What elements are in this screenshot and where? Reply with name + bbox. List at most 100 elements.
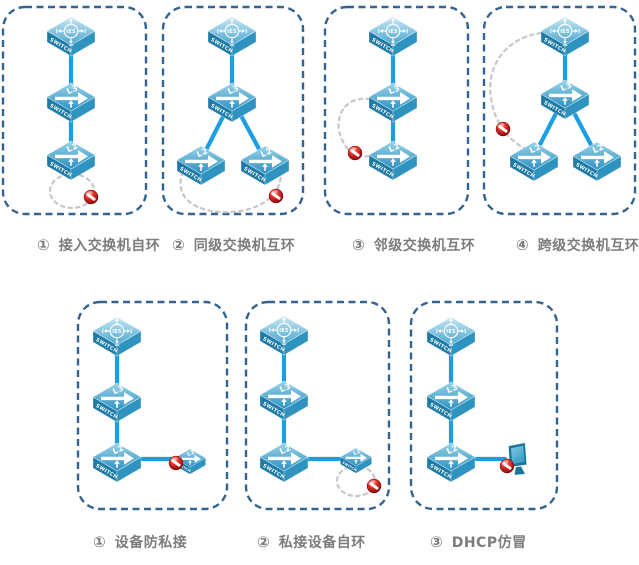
panel-dashed-frame xyxy=(161,5,305,216)
prohibited-loop-icon xyxy=(347,145,363,161)
ies-port-arrow-icon xyxy=(239,28,247,34)
uplink-arrow-icon xyxy=(281,398,287,406)
layer-label: L2 xyxy=(278,443,292,456)
panel-dashed-frame xyxy=(1,5,148,216)
forward-arrow-icon xyxy=(377,92,410,105)
forward-arrow-icon xyxy=(101,452,134,465)
uplink-arrow-icon xyxy=(68,158,74,166)
uplink-arrow-icon xyxy=(448,460,454,468)
ies-port-arrow-icon xyxy=(562,16,568,24)
layer-label: L2 xyxy=(195,146,209,159)
uplink-arrow-icon xyxy=(262,163,268,171)
ies-port-arrow-icon xyxy=(78,28,86,34)
uplink-arrow-icon xyxy=(68,100,74,108)
uplink-arrow-icon xyxy=(114,460,120,468)
forward-arrow-icon xyxy=(55,92,88,105)
panel-dashed-frame xyxy=(323,5,470,216)
ies-port-arrow-icon xyxy=(458,328,466,334)
caption-number: ① xyxy=(93,533,106,551)
caption-number: ③ xyxy=(430,533,443,551)
ies-circle xyxy=(109,323,125,339)
uplink-arrow-icon xyxy=(198,163,204,171)
ies-port-arrow-icon xyxy=(291,327,299,333)
loop-dashed-curve xyxy=(489,31,543,150)
ies-port-arrow-icon xyxy=(114,316,120,324)
forward-arrow-icon xyxy=(249,155,282,168)
panel-caption-cross-level-loop: ④ 跨级交换机互环 xyxy=(516,238,639,253)
ies-port-arrow-icon xyxy=(217,28,225,34)
ies-port-arrow-icon xyxy=(378,28,386,34)
uplink-arrow-icon xyxy=(531,159,537,167)
ies-port-arrow-icon xyxy=(68,16,74,24)
ies-label: IES xyxy=(66,29,76,35)
layer-label: L2 xyxy=(259,146,273,159)
panel-caption-adjacent-loop: ③ 邻级交换机互环 xyxy=(352,238,475,253)
ies-port-arrow-icon xyxy=(229,38,235,46)
forward-arrow-icon xyxy=(377,150,410,163)
prohibited-loop-icon xyxy=(366,478,382,494)
forward-arrow-icon xyxy=(549,89,582,102)
ies-port-arrow-icon xyxy=(281,337,287,345)
ies-port-arrow-icon xyxy=(124,328,132,334)
layer-label: L2 xyxy=(387,141,401,154)
layer-label: L2 xyxy=(445,443,459,456)
forward-arrow-icon xyxy=(216,92,249,105)
ies-circle xyxy=(443,323,459,339)
ies-port-arrow-icon xyxy=(400,28,408,34)
uplink-arrow-icon xyxy=(390,100,396,108)
ies-port-arrow-icon xyxy=(114,338,120,346)
forward-arrow-icon xyxy=(179,454,202,464)
caption-number: ④ xyxy=(516,236,529,254)
caption-text: 同级交换机互环 xyxy=(193,237,296,254)
layer-label: L2 xyxy=(353,449,362,458)
forward-arrow-icon xyxy=(185,155,218,168)
uplink-arrow-icon xyxy=(114,400,120,408)
caption-number: ② xyxy=(172,236,185,254)
layer-label: L2 xyxy=(65,141,79,154)
forward-arrow-icon xyxy=(101,392,134,405)
ies-port-arrow-icon xyxy=(448,338,454,346)
ies-port-arrow-icon xyxy=(269,327,277,333)
switch-face-label: SWITCH xyxy=(176,462,192,474)
forward-arrow-icon xyxy=(435,391,468,404)
prohibited-loop-icon xyxy=(495,121,511,137)
uplink-arrow-icon xyxy=(448,399,454,407)
ies-port-arrow-icon xyxy=(68,38,74,46)
prohibited-loop-icon xyxy=(499,458,515,474)
ies-circle xyxy=(385,23,401,39)
layer-label: L3 xyxy=(278,381,292,394)
layer-label: L3 xyxy=(65,83,79,96)
switch-face-label: SWITCH xyxy=(342,461,358,473)
ies-port-arrow-icon xyxy=(281,315,287,323)
layer-label: L3 xyxy=(111,383,125,396)
ies-port-arrow-icon xyxy=(390,38,396,46)
forward-arrow-icon xyxy=(268,452,301,465)
caption-number: ② xyxy=(257,533,270,551)
ies-port-arrow-icon xyxy=(436,328,444,334)
ies-circle xyxy=(557,23,573,39)
ies-port-arrow-icon xyxy=(102,328,110,334)
ies-port-arrow-icon xyxy=(56,28,64,34)
ies-port-arrow-icon xyxy=(572,28,580,34)
caption-text: 接入交换机自环 xyxy=(58,237,161,254)
monitor-screen xyxy=(511,445,525,465)
layer-label: L3 xyxy=(445,382,459,395)
